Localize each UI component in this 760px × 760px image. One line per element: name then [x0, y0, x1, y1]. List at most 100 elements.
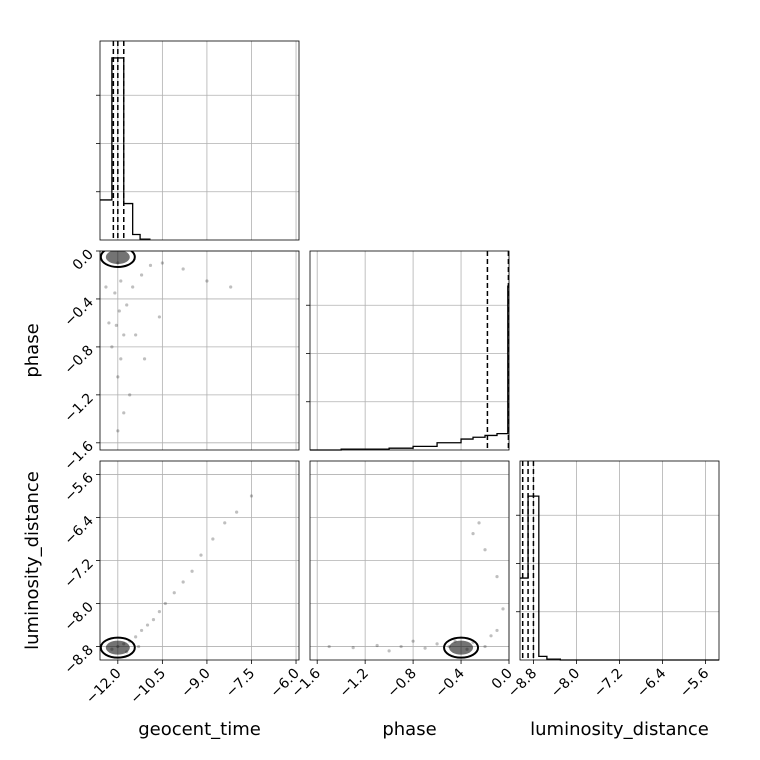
scatter-geocent_time-vs-luminosity_distance-point-19: [137, 644, 141, 649]
scatter-geocent_time-vs-phase-point-21: [104, 285, 108, 289]
marks-layer: [100, 41, 719, 661]
scatter-geocent_time-vs-luminosity_distance-points: [100, 494, 254, 659]
scatter-geocent_time-vs-phase-point-1: [119, 279, 123, 283]
scatter-geocent_time-vs-luminosity_distance-point-16: [249, 494, 254, 498]
scatter-geocent_time-vs-phase-point-24: [157, 315, 162, 319]
xtick-label-phase-3: −0.4: [433, 665, 468, 700]
scatter-phase-vs-luminosity_distance-point-13: [471, 532, 475, 536]
scatter-geocent_time-vs-phase-point-8: [116, 375, 120, 379]
ylabel-phase: phase: [22, 323, 43, 377]
xlabel-geocent_time: geocent_time: [138, 719, 261, 740]
scatter-geocent_time-vs-luminosity_distance-point-12: [199, 553, 203, 557]
ytick-label-luminosity_distance-2: −7.2: [61, 556, 96, 591]
scatter-phase-vs-luminosity_distance-point-19: [387, 649, 391, 653]
scatter-geocent_time-vs-luminosity_distance-point-15: [235, 510, 239, 514]
scatter-geocent_time-vs-phase-point-22: [134, 333, 138, 337]
scatter-geocent_time-vs-luminosity_distance-point-8: [163, 601, 167, 606]
ytick-label-luminosity_distance-0: −8.8: [61, 642, 96, 677]
scatter-geocent_time-vs-phase-point-11: [139, 273, 144, 277]
scatter-geocent_time-vs-luminosity_distance-point-3: [134, 635, 138, 639]
xlabel-phase: phase: [382, 719, 436, 740]
scatter-geocent_time-vs-luminosity_distance-point-5: [145, 623, 150, 627]
scatter-geocent_time-vs-phase-point-7: [119, 357, 123, 361]
scatter-geocent_time-vs-luminosity_distance-density-core: [105, 640, 130, 655]
xtick-label-luminosity_distance-1: −8.0: [548, 666, 583, 701]
xtick-label-geocent_time-1: −10.5: [128, 666, 170, 708]
scatter-geocent_time-vs-luminosity_distance-point-9: [172, 591, 176, 595]
xtick-label-phase-1: −1.2: [337, 666, 372, 701]
xtick-label-geocent_time-3: −7.5: [223, 666, 258, 701]
hist-geocent_time-step: [100, 57, 151, 240]
scatter-geocent_time-vs-luminosity_distance-point-7: [157, 609, 162, 614]
scatter-geocent_time-vs-luminosity_distance-point-13: [211, 537, 215, 541]
scatter-phase-vs-luminosity_distance-point-1: [351, 646, 355, 650]
ytick-label-luminosity_distance-1: −8.0: [61, 599, 96, 634]
scatter-geocent_time-vs-phase-point-12: [148, 263, 153, 267]
xlabel-luminosity_distance: luminosity_distance: [530, 719, 709, 740]
ytick-label-phase-4: 0.0: [70, 247, 97, 274]
scatter-geocent_time-vs-luminosity_distance-point-14: [223, 521, 227, 525]
hist-geocent_time-frame: [99, 40, 300, 241]
scatter-geocent_time-vs-phase-point-10: [131, 285, 135, 289]
xtick-label-luminosity_distance-4: −5.6: [677, 665, 712, 700]
scatter-geocent_time-vs-phase-point-2: [113, 291, 117, 295]
scatter-geocent_time-vs-phase-point-20: [107, 321, 111, 325]
scatter-phase-vs-luminosity_distance-point-0: [327, 644, 331, 649]
scatter-phase-vs-luminosity_distance-frame: [309, 460, 510, 661]
scatter-geocent_time-vs-phase-point-17: [128, 393, 132, 397]
xtick-label-geocent_time-0: −12.0: [83, 666, 125, 708]
scatter-geocent_time-vs-luminosity_distance-point-10: [181, 580, 185, 584]
scatter-geocent_time-vs-phase-frame: [99, 250, 300, 451]
scatter-phase-vs-luminosity_distance-point-3: [399, 644, 403, 649]
scatter-geocent_time-vs-phase-contour: [100, 251, 136, 268]
scatter-geocent_time-vs-phase-density-core: [105, 251, 130, 264]
scatter-phase-vs-luminosity_distance-point-10: [483, 644, 487, 649]
scatter-phase-vs-luminosity_distance-point-4: [423, 646, 427, 650]
scatter-phase-vs-luminosity_distance-point-11: [489, 634, 493, 638]
scatter-geocent_time-vs-phase-point-14: [181, 267, 185, 271]
scatter-phase-vs-luminosity_distance-point-12: [495, 628, 499, 633]
xtick-label-geocent_time-2: −9.0: [178, 666, 213, 701]
xtick-label-luminosity_distance-3: −6.4: [634, 665, 669, 700]
scatter-geocent_time-vs-luminosity_distance-point-6: [151, 618, 156, 622]
scatter-geocent_time-vs-luminosity_distance-point-11: [190, 569, 194, 573]
xtick-label-phase-2: −0.8: [385, 666, 420, 701]
scatter-geocent_time-vs-phase-point-4: [114, 323, 118, 327]
scatter-geocent_time-vs-luminosity_distance-point-4: [139, 628, 144, 633]
scatter-geocent_time-vs-phase-point-19: [116, 429, 120, 433]
scatter-phase-vs-luminosity_distance-point-5: [435, 642, 439, 646]
scatter-geocent_time-vs-phase-point-16: [229, 285, 233, 289]
scatter-geocent_time-vs-phase-points: [100, 251, 233, 433]
scatter-geocent_time-vs-phase-point-18: [122, 411, 126, 415]
xtick-label-luminosity_distance-2: −7.2: [591, 666, 626, 701]
ytick-label-phase-3: −0.4: [61, 294, 96, 329]
scatter-geocent_time-vs-phase-point-9: [125, 303, 129, 307]
ylabel-luminosity_distance: luminosity_distance: [22, 471, 43, 650]
scatter-geocent_time-vs-phase-point-23: [142, 357, 147, 361]
hist-phase-frame: [309, 250, 510, 451]
scatter-geocent_time-vs-luminosity_distance-contour: [100, 636, 136, 659]
scatter-phase-vs-luminosity_distance-point-17: [501, 607, 505, 611]
scatter-phase-vs-luminosity_distance-point-14: [477, 521, 481, 525]
scatter-phase-vs-luminosity_distance-contour: [443, 636, 480, 659]
scatter-geocent_time-vs-phase-point-3: [117, 309, 121, 313]
scatter-phase-vs-luminosity_distance-point-16: [495, 575, 499, 579]
frames-layer: [96, 40, 720, 664]
scatter-phase-vs-luminosity_distance-points: [327, 521, 505, 659]
ytick-label-phase-2: −0.8: [61, 342, 96, 377]
ytick-label-phase-0: −1.6: [61, 438, 96, 473]
scatter-geocent_time-vs-phase-point-15: [205, 279, 209, 283]
scatter-phase-vs-luminosity_distance-point-15: [483, 548, 487, 552]
ytick-label-luminosity_distance-3: −6.4: [61, 513, 96, 548]
scatter-phase-vs-luminosity_distance-point-18: [411, 639, 415, 643]
xtick-label-luminosity_distance-0: −8.8: [505, 666, 540, 701]
ytick-label-phase-1: −1.2: [61, 390, 96, 425]
grid-layer: [100, 41, 719, 660]
scatter-phase-vs-luminosity_distance-point-2: [375, 643, 379, 648]
hist-phase-step: [310, 285, 509, 451]
scatter-geocent_time-vs-phase-point-6: [110, 345, 114, 349]
scatter-geocent_time-vs-phase-point-13: [160, 261, 164, 265]
scatter-geocent_time-vs-phase-point-5: [122, 333, 126, 337]
